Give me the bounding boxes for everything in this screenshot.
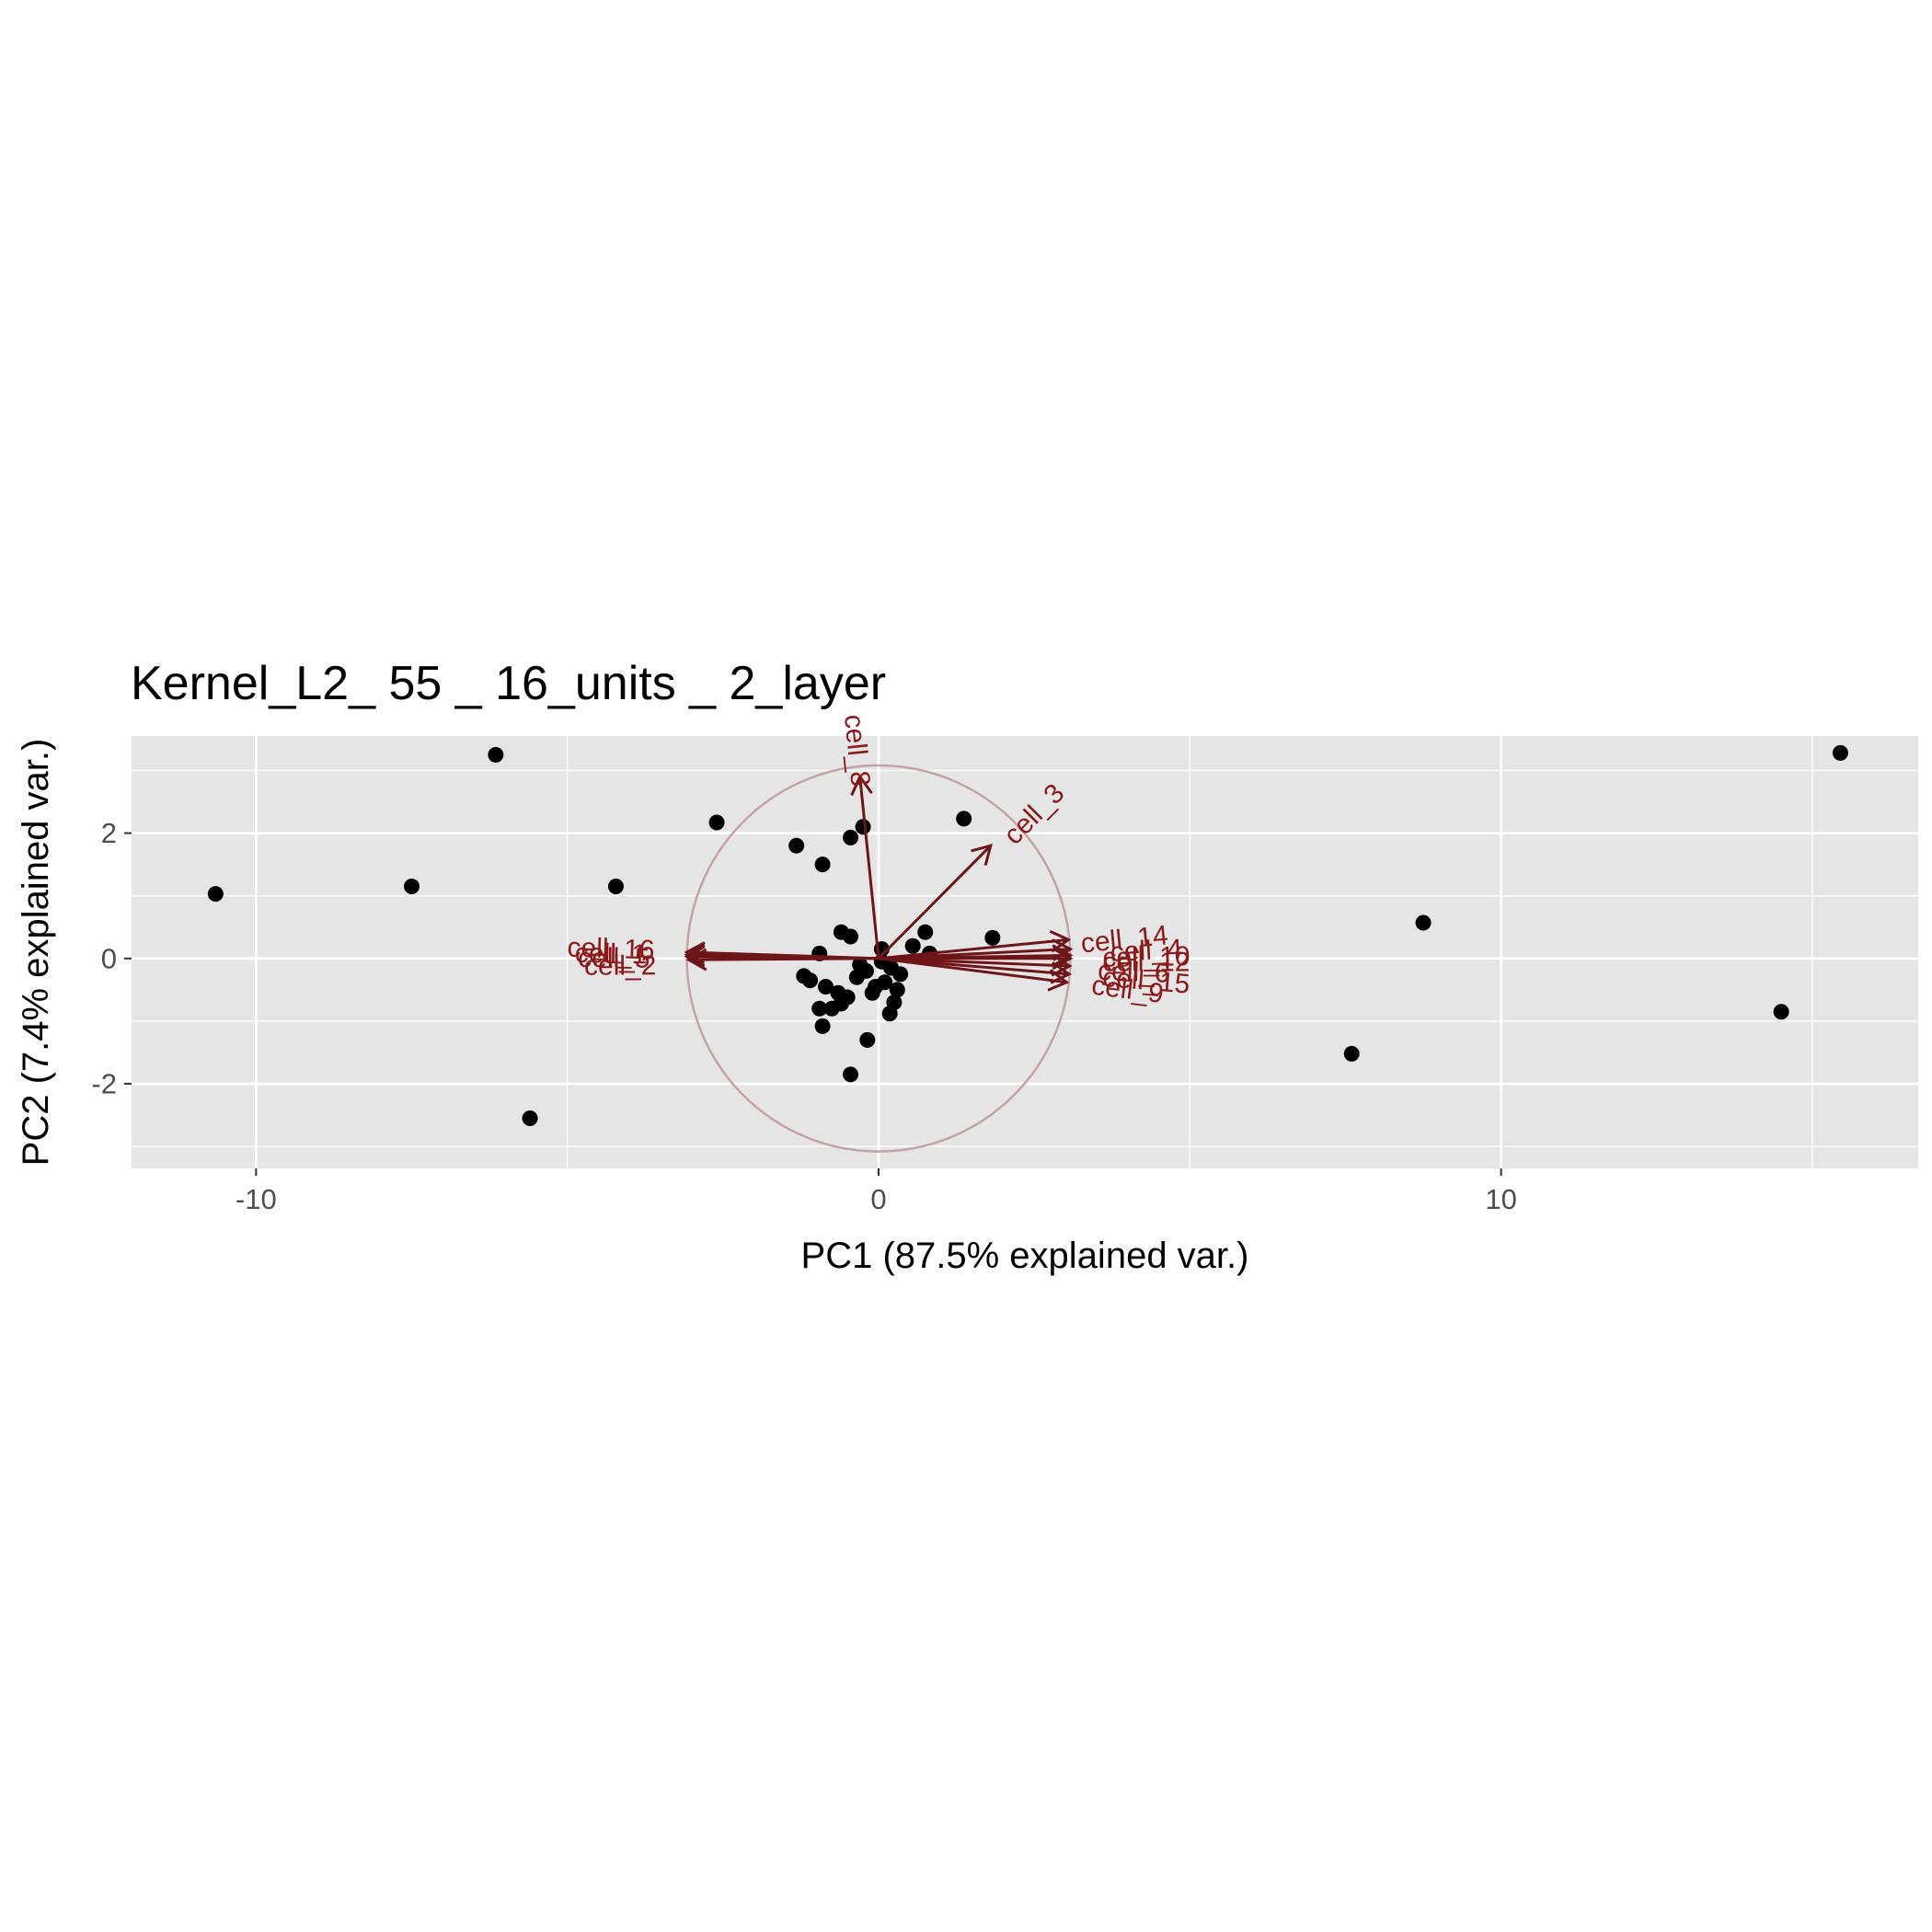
loading-arrows-layer [684,774,1074,992]
x-tick-label: -10 [236,1183,277,1215]
data-point [1832,744,1848,761]
data-point [207,886,224,903]
data-point [811,1000,828,1017]
loading-arrowhead [684,945,706,969]
loading-label: cell_10 [1102,941,1190,973]
data-point [859,1031,876,1048]
x-tick-label: 10 [1485,1183,1516,1215]
data-point [843,928,859,945]
loading-arrowhead [850,774,873,796]
loading-arrowhead [1047,969,1070,992]
data-point [881,1006,898,1022]
data-point [403,878,420,894]
x-tick-label: 0 [870,1183,886,1215]
y-tick-label: 2 [101,817,117,849]
loading-arrowhead [684,943,706,967]
data-point [843,1066,859,1083]
chart-title: Kernel_L2_ 55 _ 16_units _ 2_layer [131,657,886,710]
data-point [852,957,868,973]
data-point [488,746,504,763]
data-point [883,960,900,976]
loading-label: cell_6 [1098,956,1171,989]
points-layer [207,744,1848,1127]
data-point [788,837,805,854]
x-axis-ticks: -10 0 10 [236,1168,1517,1215]
data-point [817,978,834,995]
data-point [904,937,921,954]
x-axis-label: PC1 (87.5% explained var.) [801,1236,1249,1276]
y-axis-ticks: -2 0 2 [91,817,132,1100]
data-point [917,924,934,940]
loading-label: cell_15 [1101,962,1190,1000]
data-point [522,1110,538,1127]
loading-label: cell_2 [584,950,657,982]
loading-label: cell_8 [838,713,876,788]
loading-label: cell_5 [578,943,650,974]
loading-label: cell_4 [1110,934,1183,968]
data-point [855,819,871,835]
data-point [1415,914,1432,931]
loading-label: cell_1 [575,938,648,971]
loading-arrow [858,776,880,959]
loading-arrow [688,957,879,961]
data-point [868,978,884,995]
data-point [814,1018,831,1034]
loading-arrow [878,957,1067,984]
data-point [956,811,972,827]
data-point [984,929,1001,946]
data-point [607,878,624,894]
data-point [843,829,859,845]
data-point [1343,1045,1360,1062]
loading-label: cell_16 [567,933,655,966]
y-axis-label: PC2 (7.4% explained var.) [16,739,56,1167]
loading-arrow [878,957,1070,976]
data-point [814,857,831,873]
data-point [802,972,819,989]
data-point [833,995,849,1012]
loading-arrowhead [1052,944,1074,968]
data-point [1773,1004,1789,1020]
loading-arrowhead [685,948,707,972]
y-tick-label: 0 [101,942,117,974]
loading-arrow [878,937,1069,960]
loading-arrowhead [971,844,993,866]
data-point [889,982,905,998]
loading-label: cell_12 [1102,947,1190,977]
y-tick-label: -2 [91,1068,117,1100]
loading-arrow [877,845,992,960]
data-point [708,814,725,831]
